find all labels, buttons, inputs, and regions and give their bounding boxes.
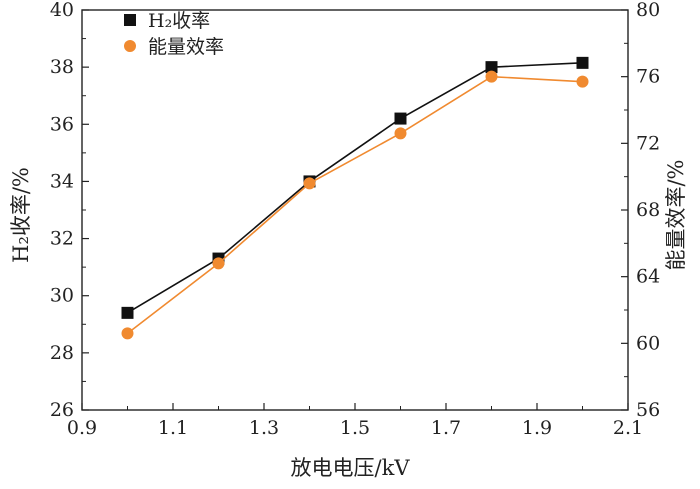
right-y-tick-label: 64 [636, 266, 660, 288]
left-y-tick-label: 32 [50, 228, 74, 250]
right-y-tick-label: 68 [636, 199, 660, 221]
data-point-square [485, 61, 498, 74]
legend-label: 能量效率 [148, 36, 224, 58]
data-point-circle [303, 177, 316, 190]
left-y-tick-label: 26 [50, 399, 74, 421]
data-point-square [576, 56, 589, 69]
legend-marker-circle [124, 40, 136, 52]
data-point-square [394, 112, 407, 125]
right-y-axis-ticks: 56 60 64 68 72 76 80 [621, 0, 660, 421]
data-point-circle [212, 257, 225, 270]
data-point-circle [121, 327, 134, 340]
legend-item: 能量效率 [124, 36, 224, 58]
right-y-tick-label: 80 [636, 0, 660, 21]
right-y-tick-label: 60 [636, 332, 660, 354]
left-y-tick-label: 30 [50, 285, 74, 307]
x-axis-ticks: 0.9 1.1 1.3 1.5 1.7 1.9 2.1 [67, 403, 643, 439]
left-y-tick-label: 34 [50, 170, 74, 192]
series-line [127, 75, 583, 334]
plot-frame [81, 9, 629, 411]
x-tick-label: 1.3 [249, 417, 279, 439]
x-tick-label: 0.9 [67, 417, 97, 439]
data-point-circle [394, 127, 407, 140]
left-y-tick-label: 40 [50, 0, 74, 21]
series-layer [121, 56, 589, 340]
left-y-tick-label: 28 [50, 342, 74, 364]
x-axis-title: 放电电压/kV [291, 456, 411, 480]
left-y-axis-title: H₂收率/% [9, 167, 33, 263]
data-point-circle [576, 75, 589, 88]
series-1 [121, 56, 589, 319]
right-y-tick-label: 56 [636, 399, 660, 421]
legend-label: H₂收率 [148, 10, 210, 32]
x-tick-label: 1.1 [158, 417, 188, 439]
x-tick-label: 1.7 [431, 417, 461, 439]
right-y-tick-label: 76 [636, 66, 660, 88]
left-y-tick-label: 36 [50, 113, 74, 135]
plot-border [81, 9, 629, 411]
x-tick-label: 1.9 [522, 417, 552, 439]
left-y-tick-label: 38 [50, 56, 74, 78]
data-point-circle [485, 70, 498, 83]
x-tick-label: 2.1 [613, 417, 643, 439]
data-point-square [121, 306, 134, 319]
series-line [127, 62, 583, 314]
x-tick-label: 1.5 [340, 417, 370, 439]
left-y-axis-ticks: 26 28 30 32 34 36 38 40 [50, 0, 89, 421]
series-2 [121, 70, 589, 340]
right-y-tick-label: 72 [636, 132, 660, 154]
legend-marker-square [124, 14, 136, 26]
right-y-axis-title: 能量效率/% [664, 159, 688, 270]
legend-item: H₂收率 [124, 10, 210, 32]
